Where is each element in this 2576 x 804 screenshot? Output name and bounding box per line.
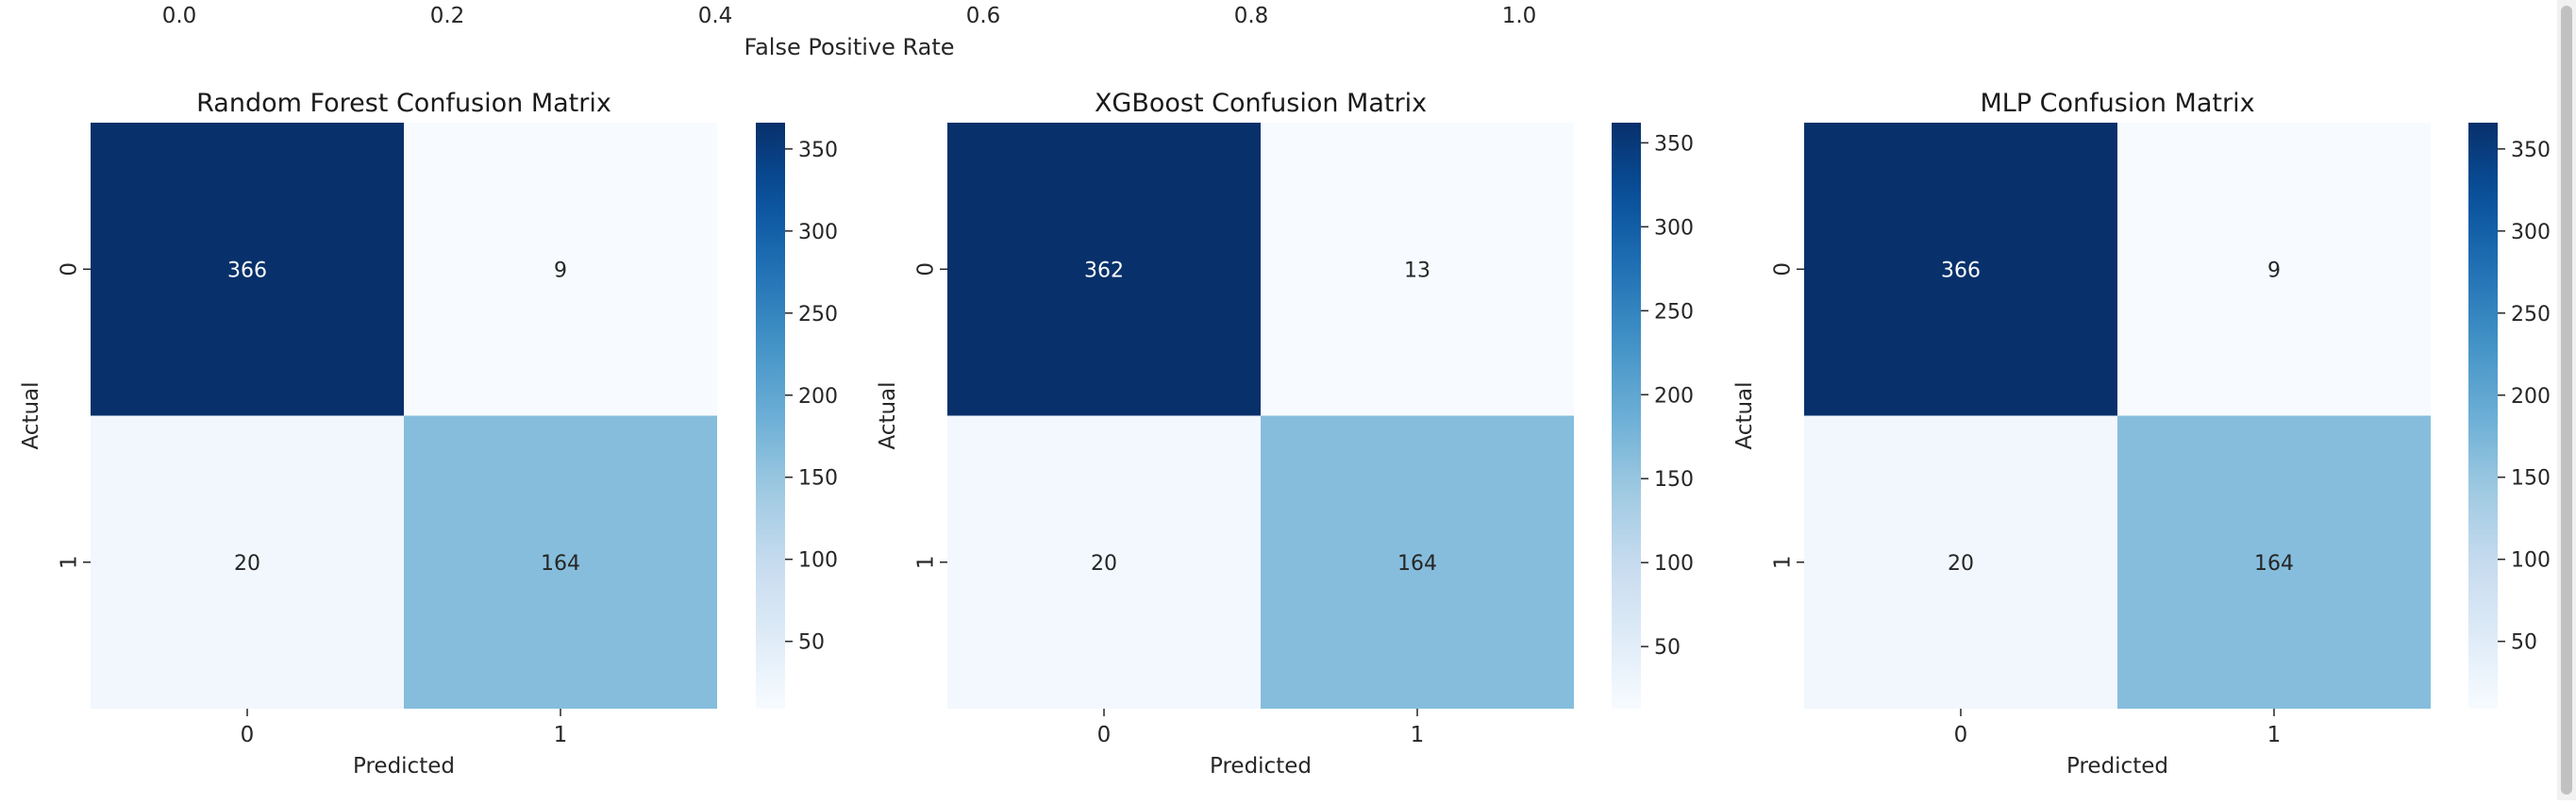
colorbar-tick-label: 100 xyxy=(1654,552,1694,576)
cell-value-label: 366 xyxy=(1941,259,1981,282)
confusion-matrix-panel-2: XGBoost Confusion Matrix 362 13 20 164 0 1 Pred… xyxy=(876,89,1694,779)
cell-value-label: 164 xyxy=(541,552,580,576)
top-axis-tick-label: 0.2 xyxy=(430,4,465,28)
cell-value-label: 9 xyxy=(2267,259,2281,282)
cell-value-label: 164 xyxy=(1397,552,1437,576)
x-tick-label: 0 xyxy=(1097,723,1112,747)
colorbar-tick-label: 100 xyxy=(2511,549,2551,573)
y-tick-label: 1 xyxy=(1771,555,1796,569)
top-axis-label: False Positive Rate xyxy=(744,34,954,60)
heatmap-cell xyxy=(947,123,1261,416)
colorbar-tick-label: 250 xyxy=(1654,300,1694,324)
confusion-matrix-panel-3: MLP Confusion Matrix 366 9 20 164 0 1 Predicted… xyxy=(1732,89,2551,779)
heatmap-cell xyxy=(1804,123,2117,416)
colorbar-tick-label: 50 xyxy=(1654,636,1681,660)
colorbar-tick-label: 350 xyxy=(1654,132,1694,156)
colorbar-tick-label: 150 xyxy=(798,467,838,491)
colorbar xyxy=(2468,123,2498,709)
confusion-matrix-panel-1: Random Forest Confusion Matrix 366 9 20 164 0… xyxy=(19,89,838,779)
y-tick-label: 1 xyxy=(58,555,82,569)
top-axis-tick-label: 0.0 xyxy=(162,4,197,28)
scrollbar-thumb[interactable] xyxy=(2561,6,2572,795)
colorbar-tick-label: 150 xyxy=(2511,467,2551,491)
x-tick-label: 1 xyxy=(2267,723,2282,747)
heatmap-cell xyxy=(404,123,717,416)
x-tick-label: 0 xyxy=(241,723,255,747)
x-tick-label: 0 xyxy=(1954,723,1968,747)
heatmap-cell xyxy=(2117,415,2431,709)
cell-value-label: 9 xyxy=(554,259,567,282)
colorbar-tick-label: 200 xyxy=(798,385,838,409)
panel-title: Random Forest Confusion Matrix xyxy=(196,89,611,118)
x-tick-label: 1 xyxy=(1411,723,1425,747)
colorbar-tick-label: 350 xyxy=(2511,139,2551,162)
vertical-scrollbar[interactable] xyxy=(2557,0,2576,800)
heatmap-cell xyxy=(91,123,404,416)
top-axis-tick-label: 0.8 xyxy=(1234,4,1269,28)
colorbar xyxy=(1612,123,1641,709)
colorbar-tick-label: 300 xyxy=(2511,221,2551,244)
y-tick-label: 0 xyxy=(1771,262,1796,276)
top-axis-tick-label: 1.0 xyxy=(1502,4,1537,28)
y-tick-label: 0 xyxy=(58,262,82,276)
cell-value-label: 13 xyxy=(1404,259,1430,282)
cell-value-label: 20 xyxy=(1091,552,1117,576)
x-axis-label: Predicted xyxy=(2066,754,2168,779)
panel-title: MLP Confusion Matrix xyxy=(1980,89,2254,118)
colorbar-tick-label: 200 xyxy=(2511,385,2551,409)
colorbar xyxy=(756,123,785,709)
x-axis-label: Predicted xyxy=(353,754,455,779)
y-tick-label: 1 xyxy=(914,555,939,569)
heatmap-cell xyxy=(1804,415,2117,709)
panel-title: XGBoost Confusion Matrix xyxy=(1095,89,1427,118)
heatmap-cell xyxy=(404,415,717,709)
heatmap-cell xyxy=(1261,415,1574,709)
colorbar-tick-label: 300 xyxy=(798,221,838,244)
colorbar-tick-label: 150 xyxy=(1654,468,1694,492)
colorbar-tick-label: 100 xyxy=(798,549,838,573)
cell-value-label: 362 xyxy=(1084,259,1124,282)
cell-value-label: 366 xyxy=(227,259,267,282)
heatmap-cell xyxy=(947,415,1261,709)
colorbar-tick-label: 50 xyxy=(2511,631,2537,655)
top-axis-tick-label: 0.4 xyxy=(698,4,733,28)
heatmap-cell xyxy=(2117,123,2431,416)
y-axis-label: Actual xyxy=(19,381,43,449)
top-axis-tick-label: 0.6 xyxy=(966,4,1001,28)
x-axis-label: Predicted xyxy=(1210,754,1312,779)
x-tick-label: 1 xyxy=(554,723,568,747)
cell-value-label: 20 xyxy=(1948,552,1974,576)
y-axis-label: Actual xyxy=(1732,381,1757,449)
cell-value-label: 164 xyxy=(2254,552,2294,576)
colorbar-tick-label: 200 xyxy=(1654,384,1694,408)
cell-value-label: 20 xyxy=(234,552,260,576)
colorbar-tick-label: 250 xyxy=(798,303,838,327)
colorbar-tick-label: 300 xyxy=(1654,216,1694,240)
heatmap-cell xyxy=(1261,123,1574,416)
y-axis-label: Actual xyxy=(876,381,900,449)
colorbar-tick-label: 250 xyxy=(2511,303,2551,327)
y-tick-label: 0 xyxy=(914,262,939,276)
colorbar-tick-label: 350 xyxy=(798,139,838,162)
heatmap-cell xyxy=(91,415,404,709)
colorbar-tick-label: 50 xyxy=(798,631,825,655)
